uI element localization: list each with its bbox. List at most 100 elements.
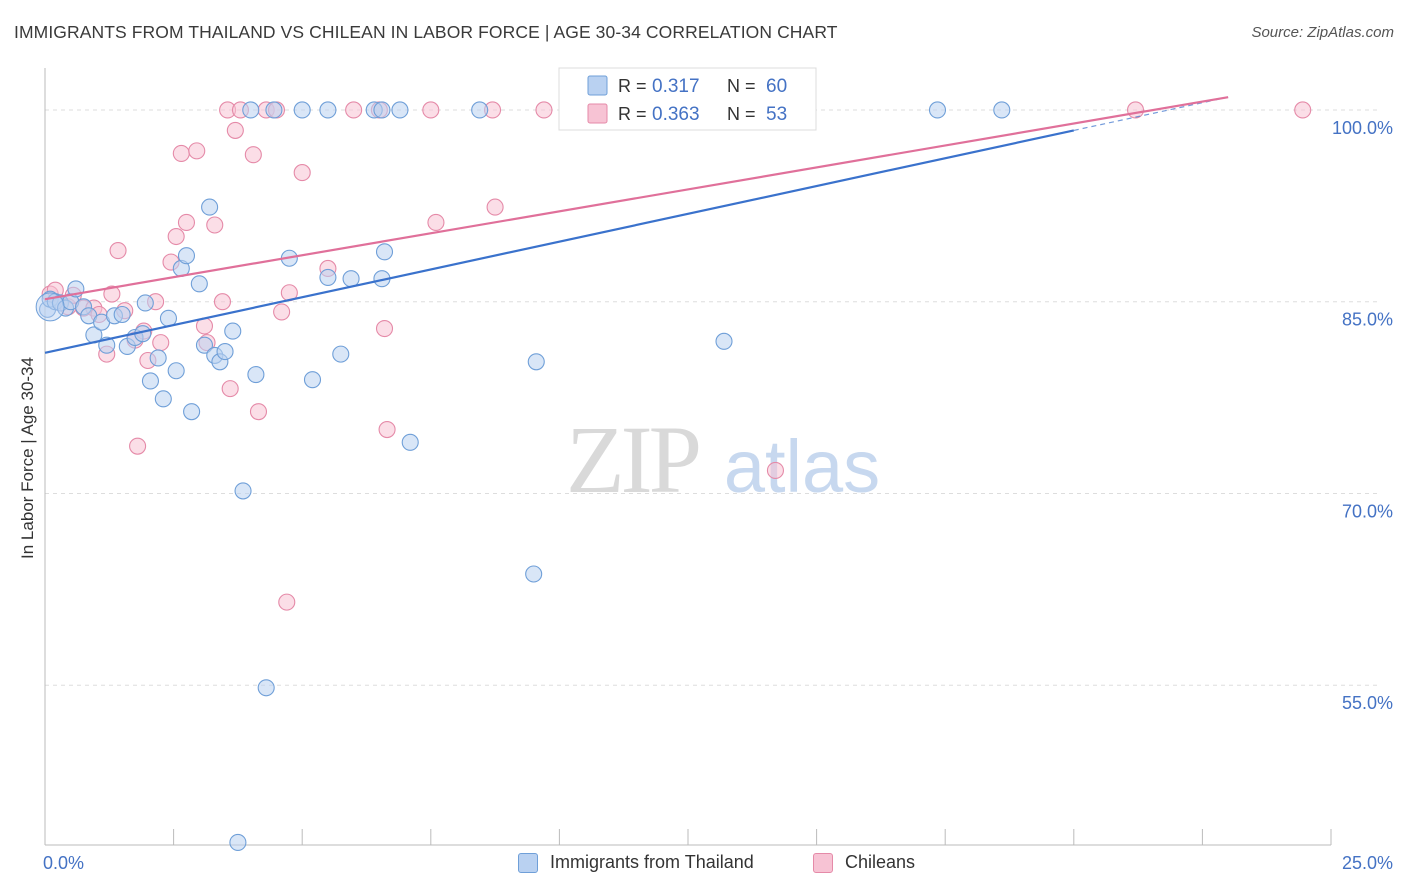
- point-chileans: [129, 437, 147, 455]
- point-chileans: [293, 164, 311, 182]
- bottom-legend: Immigrants from Thailand Chileans: [0, 852, 1406, 878]
- tick-labels: 100.0% 85.0% 70.0% 55.0% 0.0% 25.0%: [43, 118, 1393, 873]
- point-thailand: [190, 275, 208, 293]
- point-thailand: [229, 833, 247, 851]
- point-thailand: [342, 270, 360, 288]
- point-chileans: [172, 144, 190, 162]
- point-thailand: [373, 101, 391, 119]
- point-thailand: [527, 353, 545, 371]
- point-chileans: [486, 198, 504, 216]
- points-thailand: [35, 101, 1011, 851]
- point-thailand: [113, 305, 131, 324]
- legend-r-label-2: R =: [618, 104, 647, 124]
- point-chileans: [152, 334, 170, 352]
- point-chileans: [535, 101, 553, 119]
- y-axis-label: In Labor Force | Age 30-34: [18, 357, 37, 559]
- y-tick-label: 70.0%: [1342, 501, 1393, 521]
- y-tick-label: 100.0%: [1332, 118, 1393, 138]
- point-chileans: [1294, 101, 1312, 119]
- point-chileans: [378, 420, 396, 439]
- point-chileans: [422, 101, 440, 119]
- point-thailand: [234, 482, 252, 500]
- trend-line-thailand: [44, 129, 1075, 354]
- point-thailand: [224, 322, 242, 340]
- point-thailand: [201, 198, 219, 216]
- y-tick-label: 85.0%: [1342, 310, 1393, 330]
- point-chileans: [221, 380, 239, 398]
- bottom-legend-item-chileans[interactable]: Chileans: [813, 852, 915, 873]
- trend-line-chileans: [44, 96, 1229, 301]
- point-thailand: [401, 433, 419, 451]
- point-thailand: [993, 101, 1011, 119]
- point-chileans: [273, 303, 291, 321]
- point-chileans: [766, 461, 784, 479]
- watermark: ZIP atlas: [566, 406, 880, 513]
- point-thailand: [247, 366, 265, 384]
- legend-box: R = 0.317 N = 60 R = 0.363 N = 53: [558, 67, 817, 131]
- point-thailand: [216, 343, 234, 361]
- point-chileans: [213, 293, 232, 311]
- bottom-legend-label-chileans: Chileans: [845, 852, 916, 872]
- legend-n-value-1: 60: [766, 76, 787, 97]
- point-chileans: [278, 593, 296, 611]
- point-chileans: [375, 320, 394, 338]
- bottom-legend-swatch-chileans: [813, 852, 833, 873]
- legend-r-value-1: 0.317: [652, 76, 700, 97]
- point-thailand: [471, 101, 489, 119]
- legend-swatch-thailand: [587, 75, 608, 96]
- point-thailand: [183, 403, 201, 421]
- x-tick-label: 25.0%: [1342, 853, 1393, 873]
- point-chileans: [427, 213, 445, 232]
- legend-n-label-2: N =: [727, 104, 756, 124]
- point-thailand: [319, 268, 337, 286]
- point-thailand: [141, 372, 160, 390]
- point-chileans: [206, 216, 224, 234]
- point-chileans: [249, 403, 268, 421]
- point-thailand: [715, 332, 733, 350]
- point-thailand: [195, 336, 214, 354]
- point-thailand: [265, 101, 283, 119]
- point-chileans: [244, 146, 262, 164]
- legend-swatch-chileans: [587, 103, 608, 124]
- legend-n-value-2: 53: [766, 104, 787, 125]
- point-thailand: [525, 565, 543, 583]
- point-thailand: [375, 243, 394, 261]
- point-chileans: [103, 285, 121, 303]
- point-thailand: [303, 371, 322, 389]
- points-chileans: [41, 101, 1312, 611]
- legend-r-label-1: R =: [618, 76, 647, 96]
- chart-source: Source: ZipAtlas.com: [1251, 24, 1394, 41]
- point-chileans: [188, 142, 206, 160]
- y-tick-label: 55.0%: [1342, 693, 1393, 713]
- point-thailand: [167, 362, 185, 380]
- grid-layer: [45, 109, 1380, 686]
- point-thailand: [391, 101, 409, 119]
- point-thailand: [154, 390, 172, 408]
- point-thailand: [928, 101, 947, 119]
- axes-layer: [44, 68, 1332, 846]
- point-thailand: [149, 349, 167, 367]
- watermark-zip: ZIP: [566, 406, 699, 513]
- chart-title: IMMIGRANTS FROM THAILAND VS CHILEAN IN L…: [14, 22, 838, 42]
- point-thailand: [242, 101, 260, 119]
- x-tick-label: 0.0%: [43, 853, 84, 873]
- point-thailand: [293, 101, 311, 119]
- point-thailand-cluster: [35, 292, 65, 322]
- point-thailand: [319, 101, 337, 119]
- watermark-atlas: atlas: [724, 425, 880, 508]
- bottom-legend-swatch-thailand: [518, 852, 538, 873]
- legend-r-value-2: 0.363: [652, 104, 700, 125]
- point-chileans: [345, 101, 363, 119]
- legend-n-label-1: N =: [727, 76, 756, 96]
- point-thailand: [332, 345, 350, 363]
- point-thailand: [136, 294, 154, 312]
- point-chileans: [177, 213, 196, 232]
- bottom-legend-item-thailand[interactable]: Immigrants from Thailand: [518, 852, 754, 873]
- point-thailand: [257, 679, 275, 697]
- bottom-legend-label-thailand: Immigrants from Thailand: [550, 852, 754, 872]
- point-chileans: [109, 242, 127, 260]
- trend-lines: [44, 96, 1229, 354]
- point-thailand: [177, 247, 196, 265]
- point-chileans: [167, 227, 185, 246]
